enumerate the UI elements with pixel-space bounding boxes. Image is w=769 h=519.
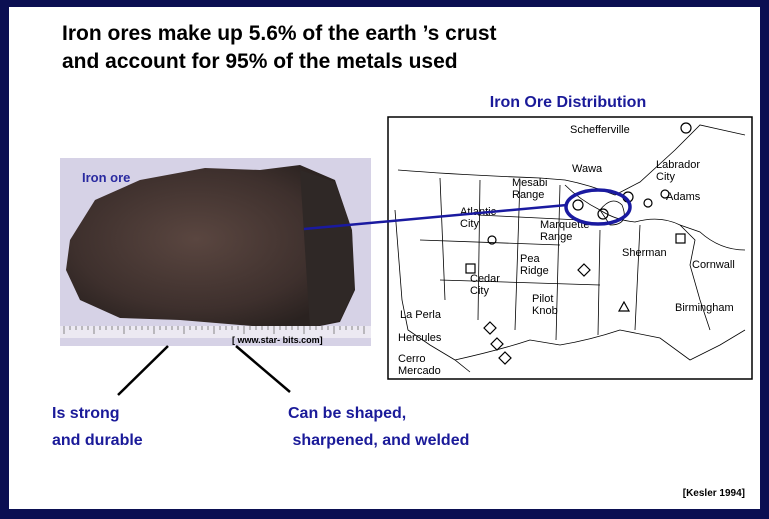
title-line: and account for 95% of the metals used — [62, 50, 458, 73]
map-label: Mesabi — [512, 177, 547, 189]
map-label: Birmingham — [675, 302, 734, 314]
map-label: Adams — [666, 191, 701, 203]
map-title: Iron Ore Distribution — [490, 94, 646, 111]
map-label: Cedar — [470, 273, 500, 285]
map-label: Pilot — [532, 293, 553, 305]
slide: Iron ores make up 5.6% of the earth ’s c… — [0, 0, 769, 519]
title-line: Iron ores make up 5.6% of the earth ’s c… — [62, 22, 497, 45]
map-label: Pea — [520, 253, 540, 265]
note-line: Can be shaped, — [288, 405, 406, 422]
map-label: Labrador — [656, 159, 700, 171]
map-label: Range — [540, 231, 572, 243]
map-label: City — [460, 218, 479, 230]
map-label: Ridge — [520, 265, 549, 277]
ruler — [60, 326, 371, 338]
map-label: Range — [512, 189, 544, 201]
page: Iron ores make up 5.6% of the earth ’s c… — [0, 0, 769, 519]
photo-label: Iron ore — [82, 170, 130, 185]
map-label: Schefferville — [570, 124, 630, 136]
note-line: Is strong — [52, 405, 120, 422]
map-label: Knob — [532, 305, 558, 317]
map-label: Wawa — [572, 163, 603, 175]
map-label: Cerro — [398, 353, 426, 365]
map-label: Cornwall — [692, 259, 735, 271]
note-line: and durable — [52, 432, 143, 449]
map-label: Mercado — [398, 365, 441, 377]
map-label: City — [656, 171, 675, 183]
map-label: La Perla — [400, 309, 442, 321]
photo-credit: [ www.star- bits.com] — [232, 335, 323, 345]
map-label: City — [470, 285, 489, 297]
note-line: sharpened, and welded — [288, 432, 469, 449]
map-label: Hercules — [398, 332, 442, 344]
citation: [Kesler 1994] — [683, 488, 745, 499]
map-label: Sherman — [622, 247, 667, 259]
